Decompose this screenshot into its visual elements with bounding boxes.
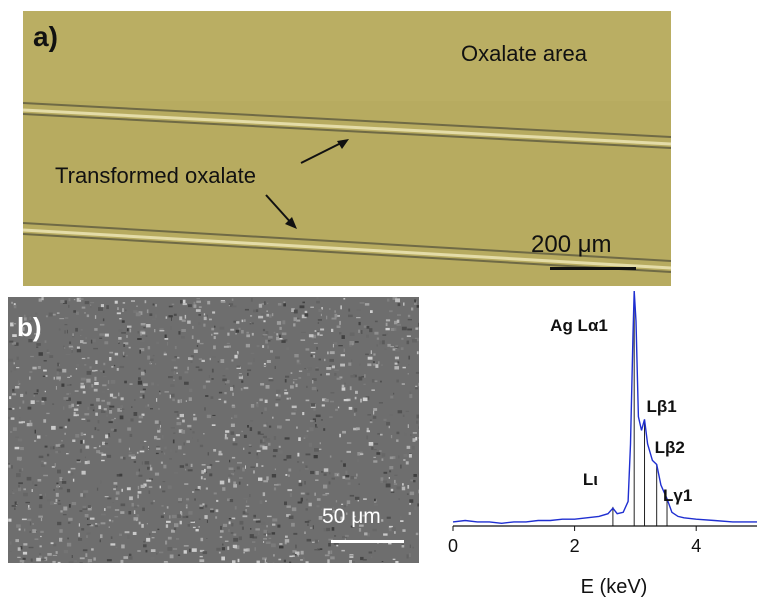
scale-bar-b-text: 50 μm	[322, 505, 381, 528]
panel-b-sem-image: b) 50 μm	[8, 297, 419, 563]
peak-label: Lβ2	[655, 438, 685, 457]
sem-texture	[8, 297, 419, 563]
spectrum-line	[452, 290, 757, 525]
panel-a-label: a)	[33, 21, 58, 52]
scale-bar-b	[331, 540, 404, 543]
reference-lines	[612, 291, 668, 526]
panel-a-micrograph: a) Oxalate area Transformed oxalate 200 …	[23, 11, 671, 286]
arrow-lower	[265, 194, 294, 226]
peak-label: Lγ1	[663, 486, 692, 505]
peak-label: Lι	[583, 470, 598, 489]
eds-spectrum-chart: 0 2 4 Ag Lα1 Lβ1 Lβ2 Lι Lγ1 E (keV)	[448, 290, 757, 598]
arrow-upper	[300, 140, 346, 164]
peak-labels: Ag Lα1 Lβ1 Lβ2 Lι Lγ1	[550, 316, 692, 505]
scale-bar-a-text: 200 μm	[531, 231, 612, 258]
optical-image	[23, 11, 671, 286]
x-tick-label: 2	[570, 536, 580, 556]
x-tick-label: 0	[448, 536, 458, 556]
transformed-oxalate-label: Transformed oxalate	[55, 163, 256, 188]
peak-label: Ag Lα1	[550, 316, 608, 335]
panel-b-label: b)	[17, 312, 42, 342]
oxalate-area-label: Oxalate area	[461, 41, 587, 66]
peak-label: Lβ1	[647, 397, 677, 416]
x-axis-label: E (keV)	[581, 576, 648, 598]
x-tick-label: 4	[691, 536, 701, 556]
scale-bar-a	[550, 267, 636, 270]
x-ticks: 0 2 4	[448, 526, 701, 556]
